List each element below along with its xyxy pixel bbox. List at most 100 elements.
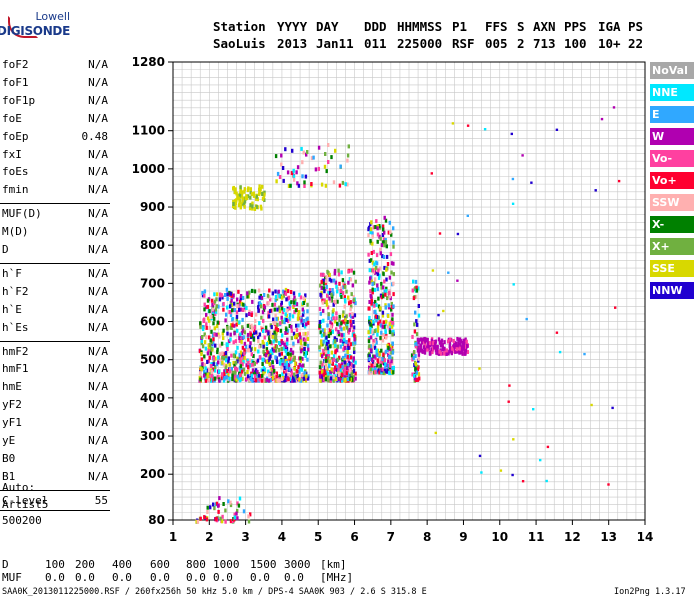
echo-point (434, 342, 437, 347)
echo-point (217, 355, 220, 360)
echo-point (289, 360, 292, 364)
header-value-7: 2 (517, 36, 525, 51)
echo-point (385, 369, 388, 374)
echo-point (375, 219, 378, 224)
echo-point (324, 279, 328, 284)
echo-point (222, 352, 226, 357)
echo-point (340, 294, 343, 299)
echo-point (307, 320, 310, 325)
echo-point (354, 360, 357, 365)
echo-point (276, 360, 279, 364)
echo-point (210, 373, 214, 378)
echo-point (426, 337, 429, 342)
echo-point (198, 349, 202, 354)
echo-point (389, 344, 393, 349)
echo-point (263, 192, 266, 197)
echo-point (220, 341, 224, 346)
echo-point (211, 313, 215, 318)
echo-point (302, 337, 306, 342)
echo-point (200, 367, 203, 372)
echo-point (430, 347, 433, 352)
echo-point (224, 519, 227, 524)
y-tick-label: 400 (140, 391, 165, 405)
param-name: fmin (2, 183, 29, 197)
echo-point (249, 348, 252, 352)
x-tick-label: 9 (459, 530, 467, 544)
echo-point (371, 360, 375, 365)
echo-point (246, 323, 250, 328)
echo-point (286, 289, 290, 294)
echo-point (446, 339, 450, 344)
echo-point (387, 314, 390, 318)
echo-point (279, 359, 282, 364)
echo-point (426, 347, 429, 352)
echo-point (280, 300, 283, 305)
echo-point (300, 367, 304, 372)
echo-point (512, 438, 515, 441)
echo-point (248, 309, 251, 314)
echo-point (373, 267, 376, 272)
echo-point (445, 352, 448, 356)
echo-point (321, 362, 324, 367)
echo-point (291, 148, 294, 153)
echo-point (341, 180, 345, 185)
echo-point (262, 341, 265, 346)
echo-cluster (195, 496, 252, 524)
echo-point (212, 502, 215, 507)
echo-point (206, 368, 209, 373)
echo-point (282, 289, 285, 294)
echo-point (382, 237, 386, 242)
echo-point (280, 351, 283, 356)
echo-point (438, 349, 441, 354)
echo-point (224, 375, 227, 380)
echo-point (374, 225, 377, 229)
echo-point (323, 289, 326, 294)
echo-point (287, 295, 291, 300)
echo-point (414, 362, 418, 366)
param-row: h`F N/A (2, 267, 108, 281)
echo-point (221, 372, 224, 377)
x-tick-label: 13 (600, 530, 617, 544)
echo-point (456, 279, 459, 282)
echo-point (226, 347, 229, 351)
echo-point (338, 363, 341, 367)
echo-point (253, 328, 256, 333)
echo-point (428, 351, 432, 356)
echo-point (417, 345, 420, 350)
param-row: C-level 55 (2, 494, 108, 508)
echo-point (373, 303, 376, 308)
param-value: 0.48 (81, 129, 109, 143)
echo-point (326, 323, 329, 328)
echo-point (207, 347, 210, 352)
echo-point (233, 515, 236, 520)
echo-point (257, 349, 260, 354)
echo-point (239, 332, 242, 337)
echo-point (340, 362, 344, 367)
echo-point (386, 364, 390, 368)
echo-point (255, 194, 258, 199)
echo-point (325, 341, 329, 346)
header-value-4: 225000 (397, 36, 443, 51)
echo-point (253, 347, 257, 352)
echo-point (510, 132, 513, 136)
echo-point (336, 321, 339, 326)
echo-point (334, 148, 337, 153)
echo-point (375, 261, 379, 266)
echo-point (301, 373, 304, 378)
echo-point (384, 218, 388, 223)
echo-point (275, 344, 279, 349)
echo-point (203, 373, 206, 378)
echo-point (325, 285, 328, 289)
echo-point (350, 325, 354, 330)
echo-point (203, 293, 206, 298)
echo-point (417, 304, 420, 308)
echo-point (208, 373, 211, 378)
param-name: M(D) (2, 225, 29, 239)
header-label-7: S (517, 19, 525, 34)
x-tick-label: 6 (350, 530, 358, 544)
echo-point (383, 358, 386, 363)
muf-value: 0.0 (250, 571, 270, 584)
echo-point (274, 289, 277, 294)
echo-point (209, 351, 213, 356)
